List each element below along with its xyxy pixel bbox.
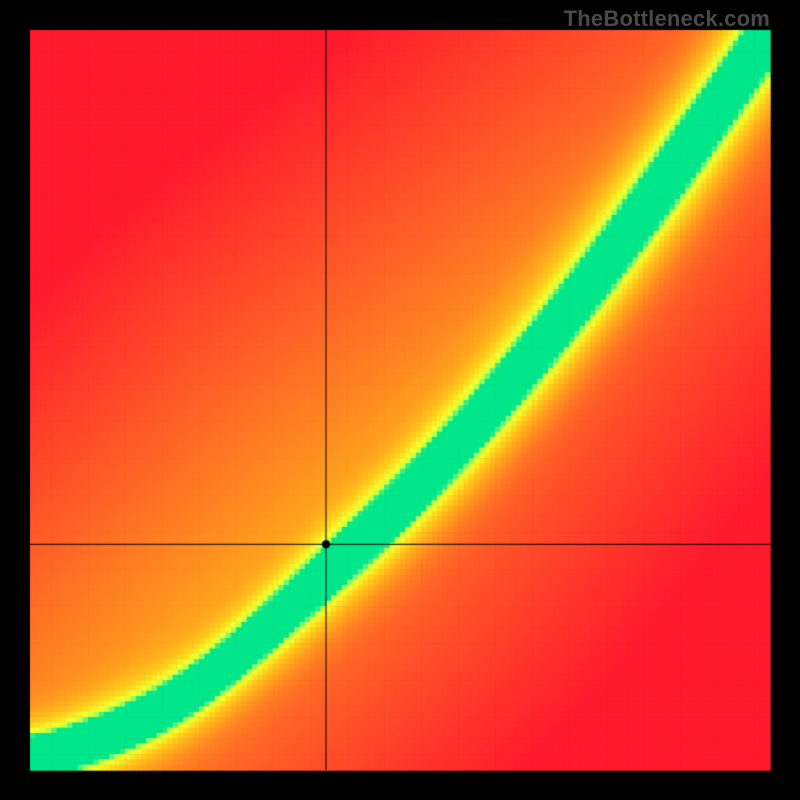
watermark-text: TheBottleneck.com <box>564 6 770 32</box>
heatmap-canvas <box>0 0 800 800</box>
